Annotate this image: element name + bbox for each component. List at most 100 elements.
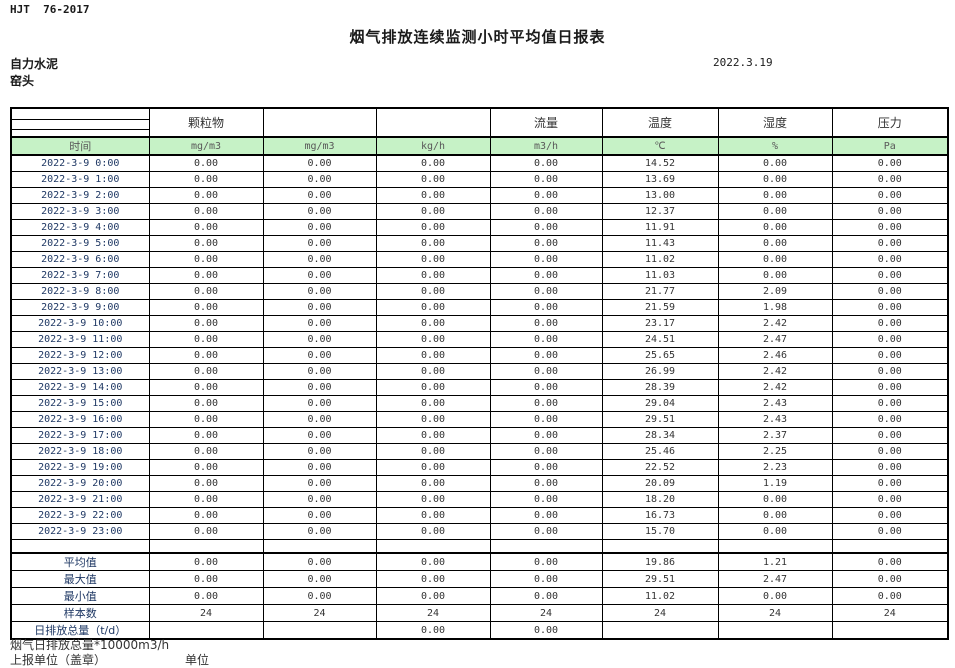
value-cell: 0.00 <box>717 154 833 172</box>
value-cell: 0.00 <box>489 331 603 348</box>
data-row: 2022-3-9 10:00 0.00 0.00 0.00 0.00 23.17 2.42 0… <box>10 315 949 332</box>
value-cell: 0.00 <box>148 363 264 380</box>
value-cell: 0.00 <box>489 315 603 332</box>
header-corner-cell <box>10 107 150 138</box>
value-cell: 26.99 <box>601 363 719 380</box>
value-cell: 29.51 <box>601 411 719 428</box>
summary-value-cell: 0.00 <box>831 587 949 605</box>
daily-total-note: 烟气日排放总量*10000m3/h <box>10 638 170 652</box>
summary-value-cell: 0.00 <box>489 570 603 588</box>
summary-value-cell: 0.00 <box>489 552 603 571</box>
value-cell: 0.00 <box>489 459 603 476</box>
group-header-cell <box>375 107 491 138</box>
value-cell: 14.52 <box>601 154 719 172</box>
value-cell: 2.43 <box>717 395 833 412</box>
value-cell: 0.00 <box>262 187 377 204</box>
value-cell: 0.00 <box>148 219 264 236</box>
value-cell: 0.00 <box>262 523 377 540</box>
value-cell: 0.00 <box>489 507 603 524</box>
value-cell: 28.39 <box>601 379 719 396</box>
value-cell: 0.00 <box>375 331 491 348</box>
value-cell: 24.51 <box>601 331 719 348</box>
value-cell: 0.00 <box>375 315 491 332</box>
header-corner-divider <box>12 119 148 130</box>
value-cell: 0.00 <box>717 251 833 268</box>
data-row: 2022-3-9 5:00 0.00 0.00 0.00 0.00 11.43 0.00 0.… <box>10 235 949 252</box>
value-cell: 0.00 <box>262 251 377 268</box>
value-cell: 21.59 <box>601 299 719 316</box>
value-cell: 0.00 <box>148 411 264 428</box>
value-cell: 16.73 <box>601 507 719 524</box>
spacer-cell <box>489 539 603 554</box>
spacer-cell <box>375 539 491 554</box>
spacer-cell <box>148 539 264 554</box>
value-cell: 0.00 <box>262 219 377 236</box>
spacer-cell <box>601 539 719 554</box>
value-cell: 21.77 <box>601 283 719 300</box>
value-cell: 0.00 <box>148 235 264 252</box>
value-cell: 0.00 <box>262 491 377 508</box>
value-cell: 0.00 <box>262 171 377 188</box>
data-row: 2022-3-9 13:00 0.00 0.00 0.00 0.00 26.99 2.42 0… <box>10 363 949 380</box>
value-cell: 0.00 <box>831 443 949 460</box>
value-cell: 0.00 <box>375 395 491 412</box>
summary-value-cell: 24 <box>375 604 491 622</box>
data-row: 2022-3-9 11:00 0.00 0.00 0.00 0.00 24.51 2.47 0… <box>10 331 949 348</box>
value-cell: 0.00 <box>262 347 377 364</box>
value-cell: 0.00 <box>831 523 949 540</box>
time-cell: 2022-3-9 22:00 <box>10 507 150 524</box>
report-date: 2022.3.19 <box>713 56 773 69</box>
value-cell: 0.00 <box>489 219 603 236</box>
value-cell: 0.00 <box>831 363 949 380</box>
value-cell: 29.04 <box>601 395 719 412</box>
unit-header-cell: mg/m3 <box>148 136 264 156</box>
summary-value-cell <box>601 621 719 640</box>
data-row: 2022-3-9 12:00 0.00 0.00 0.00 0.00 25.65 2.46 0… <box>10 347 949 364</box>
value-cell: 0.00 <box>831 203 949 220</box>
time-cell: 2022-3-9 18:00 <box>10 443 150 460</box>
value-cell: 0.00 <box>375 283 491 300</box>
value-cell: 0.00 <box>375 523 491 540</box>
summary-value-cell <box>262 621 377 640</box>
time-cell: 2022-3-9 0:00 <box>10 154 150 172</box>
value-cell: 0.00 <box>489 267 603 284</box>
value-cell: 0.00 <box>831 459 949 476</box>
group-header-cell: 颗粒物 <box>148 107 264 138</box>
value-cell: 0.00 <box>831 507 949 524</box>
value-cell: 0.00 <box>489 154 603 172</box>
time-cell: 2022-3-9 5:00 <box>10 235 150 252</box>
summary-value-cell <box>717 621 833 640</box>
value-cell: 0.00 <box>831 171 949 188</box>
value-cell: 0.00 <box>489 299 603 316</box>
value-cell: 0.00 <box>148 267 264 284</box>
unit-header-cell: Pa <box>831 136 949 156</box>
value-cell: 13.00 <box>601 187 719 204</box>
time-cell: 2022-3-9 3:00 <box>10 203 150 220</box>
summary-value-cell: 24 <box>831 604 949 622</box>
time-cell: 2022-3-9 14:00 <box>10 379 150 396</box>
time-cell: 2022-3-9 20:00 <box>10 475 150 492</box>
summary-value-cell: 29.51 <box>601 570 719 588</box>
summary-value-cell: 0.00 <box>375 552 491 571</box>
data-row: 2022-3-9 15:00 0.00 0.00 0.00 0.00 29.04 2.43 0… <box>10 395 949 412</box>
summary-value-cell: 0.00 <box>375 621 491 640</box>
value-cell: 0.00 <box>375 347 491 364</box>
unit-label: 单位 <box>185 653 210 667</box>
value-cell: 0.00 <box>375 427 491 444</box>
time-column-header: 时间 <box>10 136 150 156</box>
summary-value-cell: 0.00 <box>831 552 949 571</box>
summary-label-cell: 最大值 <box>10 570 150 588</box>
summary-value-cell: 11.02 <box>601 587 719 605</box>
value-cell: 1.98 <box>717 299 833 316</box>
summary-label-cell: 平均值 <box>10 552 150 571</box>
value-cell: 0.00 <box>262 363 377 380</box>
summary-value-cell: 24 <box>262 604 377 622</box>
value-cell: 0.00 <box>262 203 377 220</box>
data-row: 2022-3-9 17:00 0.00 0.00 0.00 0.00 28.34 2.37 0… <box>10 427 949 444</box>
value-cell: 0.00 <box>717 187 833 204</box>
value-cell: 0.00 <box>262 427 377 444</box>
data-row: 2022-3-9 2:00 0.00 0.00 0.00 0.00 13.00 0.00 0.… <box>10 187 949 204</box>
summary-row: 平均值 0.00 0.00 0.00 0.00 19.86 1.21 0.00 <box>10 552 949 571</box>
value-cell: 22.52 <box>601 459 719 476</box>
data-row: 2022-3-9 16:00 0.00 0.00 0.00 0.00 29.51 2.43 0… <box>10 411 949 428</box>
